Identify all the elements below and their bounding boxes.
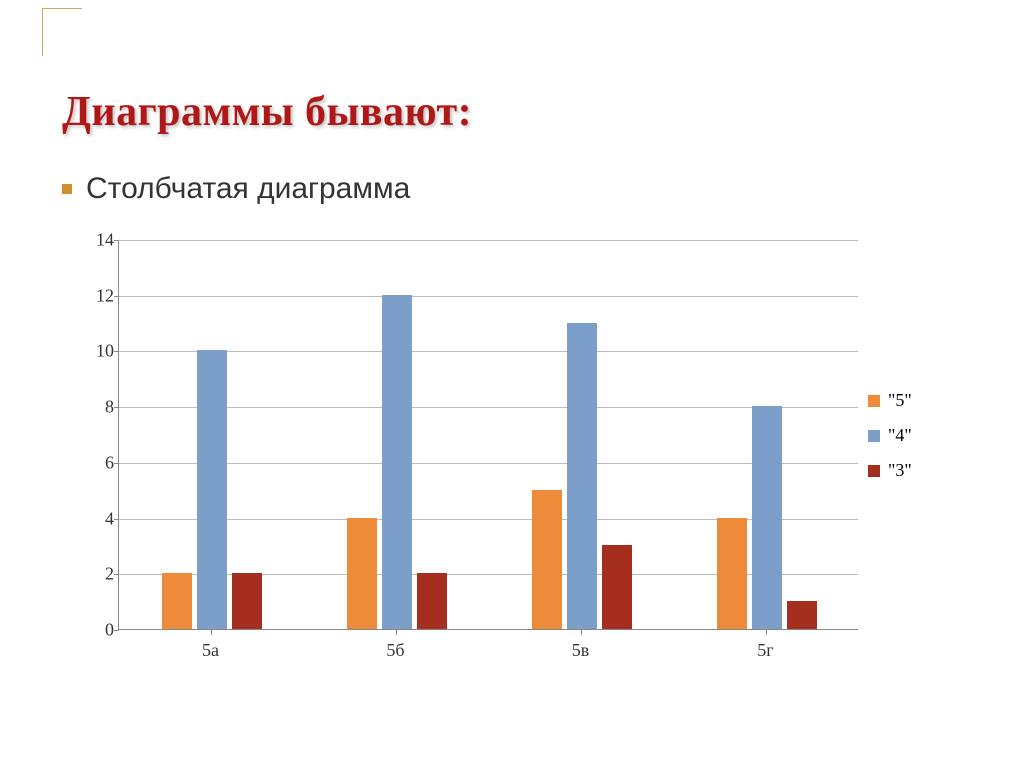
bar (232, 573, 262, 629)
bar (382, 295, 412, 629)
y-tick-mark (114, 519, 119, 520)
legend-label: "5" (888, 390, 912, 411)
x-tick-label: 5г (757, 640, 773, 661)
y-tick-mark (114, 240, 119, 241)
x-tick-mark (766, 630, 767, 635)
x-tick-mark (396, 630, 397, 635)
y-tick-mark (114, 630, 119, 631)
x-tick-mark (211, 630, 212, 635)
y-tick-label: 4 (88, 508, 114, 529)
y-tick-mark (114, 574, 119, 575)
y-tick-label: 14 (88, 230, 114, 251)
legend-item: "3" (868, 460, 912, 481)
bar (162, 573, 192, 629)
bar (417, 573, 447, 629)
legend-item: "5" (868, 390, 912, 411)
y-tick-label: 0 (88, 620, 114, 641)
legend-label: "3" (888, 460, 912, 481)
legend: "5" "4" "3" (868, 390, 912, 495)
bar (197, 350, 227, 629)
subtitle-text: Столбчатая диаграмма (86, 172, 410, 206)
x-tick-label: 5а (202, 640, 219, 661)
y-tick-mark (114, 407, 119, 408)
x-tick-mark (581, 630, 582, 635)
gridline (119, 296, 858, 297)
bar (532, 490, 562, 629)
bar (787, 601, 817, 629)
y-tick-mark (114, 463, 119, 464)
y-tick-label: 2 (88, 564, 114, 585)
gridline (119, 574, 858, 575)
legend-swatch (868, 395, 880, 407)
bullet-icon (62, 184, 72, 194)
y-tick-mark (114, 351, 119, 352)
bar (752, 406, 782, 629)
legend-item: "4" (868, 425, 912, 446)
y-tick-label: 6 (88, 452, 114, 473)
bar (567, 323, 597, 629)
gridline (119, 407, 858, 408)
x-tick-label: 5б (386, 640, 404, 661)
gridline (119, 519, 858, 520)
bar-chart: "5""4""3" 024681012145а5б5в5г (70, 240, 950, 680)
legend-label: "4" (888, 425, 912, 446)
legend-swatch (868, 430, 880, 442)
x-tick-label: 5в (572, 640, 590, 661)
gridline (119, 463, 858, 464)
gridline (119, 240, 858, 241)
gridline (119, 351, 858, 352)
corner-frame (42, 8, 82, 56)
y-tick-label: 12 (88, 285, 114, 306)
y-tick-label: 10 (88, 341, 114, 362)
bar (717, 518, 747, 629)
y-tick-label: 8 (88, 397, 114, 418)
legend-swatch (868, 465, 880, 477)
subtitle-row: Столбчатая диаграмма (62, 172, 410, 206)
plot-area (118, 240, 858, 630)
y-tick-mark (114, 296, 119, 297)
bar (347, 518, 377, 629)
bar (602, 545, 632, 629)
page-title: Диаграммы бывают: (62, 88, 472, 136)
